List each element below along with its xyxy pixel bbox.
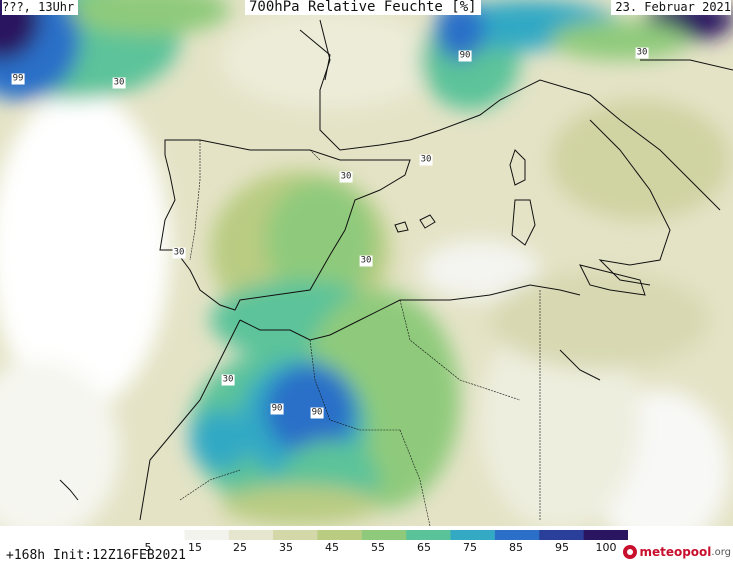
legend: 5 15 25 35 45 55 65 75 85 95 100 +168h I…: [0, 526, 733, 566]
colorbar-segment: [450, 530, 496, 540]
contour-label: 30: [635, 47, 649, 59]
run-info: +168h Init:12Z16FEB2021: [6, 548, 187, 563]
colorbar-segment: [494, 530, 540, 540]
colorbar-tick: 85: [509, 541, 523, 554]
forecast-date: 23. Februar 2021: [611, 0, 731, 15]
colorbar-tick: 25: [233, 541, 247, 554]
logo-text: meteopool: [639, 545, 712, 559]
colorbar-segment: [406, 530, 452, 540]
contour-label: 99: [11, 73, 25, 85]
humidity-map: [0, 0, 733, 526]
colorbar-segment: [184, 530, 230, 540]
humidity-field: [0, 0, 733, 526]
colorbar-tick: 15: [188, 541, 202, 554]
contour-label: 30: [419, 154, 433, 166]
contour-label: 30: [359, 255, 373, 267]
colorbar-segment: [317, 530, 363, 540]
contour-label: 90: [310, 407, 324, 419]
colorbar-segment: [228, 530, 274, 540]
colorbar: [140, 530, 628, 540]
contour-label: 30: [339, 171, 353, 183]
colorbar-segment: [140, 530, 185, 540]
meteopool-logo[interactable]: meteopool .org: [623, 545, 731, 559]
contour-label: 90: [458, 50, 472, 62]
colorbar-segment: [583, 530, 628, 540]
header-left-label: ???, 13Uhr: [2, 0, 79, 15]
colorbar-segment: [273, 530, 318, 540]
colorbar-tick: 75: [463, 541, 477, 554]
colorbar-tick: 45: [325, 541, 339, 554]
colorbar-segment: [539, 530, 585, 540]
map-title: 700hPa Relative Feuchte [%]: [245, 0, 481, 15]
colorbar-tick: 95: [555, 541, 569, 554]
contour-label: 30: [112, 77, 126, 89]
colorbar-segment: [361, 530, 407, 540]
logo-suffix: .org: [711, 546, 731, 558]
coastlines: [59, 19, 733, 521]
contour-label: 30: [172, 247, 186, 259]
contour-label: 30: [221, 374, 235, 386]
colorbar-tick: 5: [144, 541, 152, 554]
colorbar-tick: 35: [279, 541, 293, 554]
logo-icon: [623, 545, 638, 559]
colorbar-tick: 55: [371, 541, 385, 554]
colorbar-tick: 100: [595, 541, 617, 554]
contour-label: 90: [270, 403, 284, 415]
colorbar-tick: 65: [417, 541, 431, 554]
borders: [179, 140, 541, 526]
